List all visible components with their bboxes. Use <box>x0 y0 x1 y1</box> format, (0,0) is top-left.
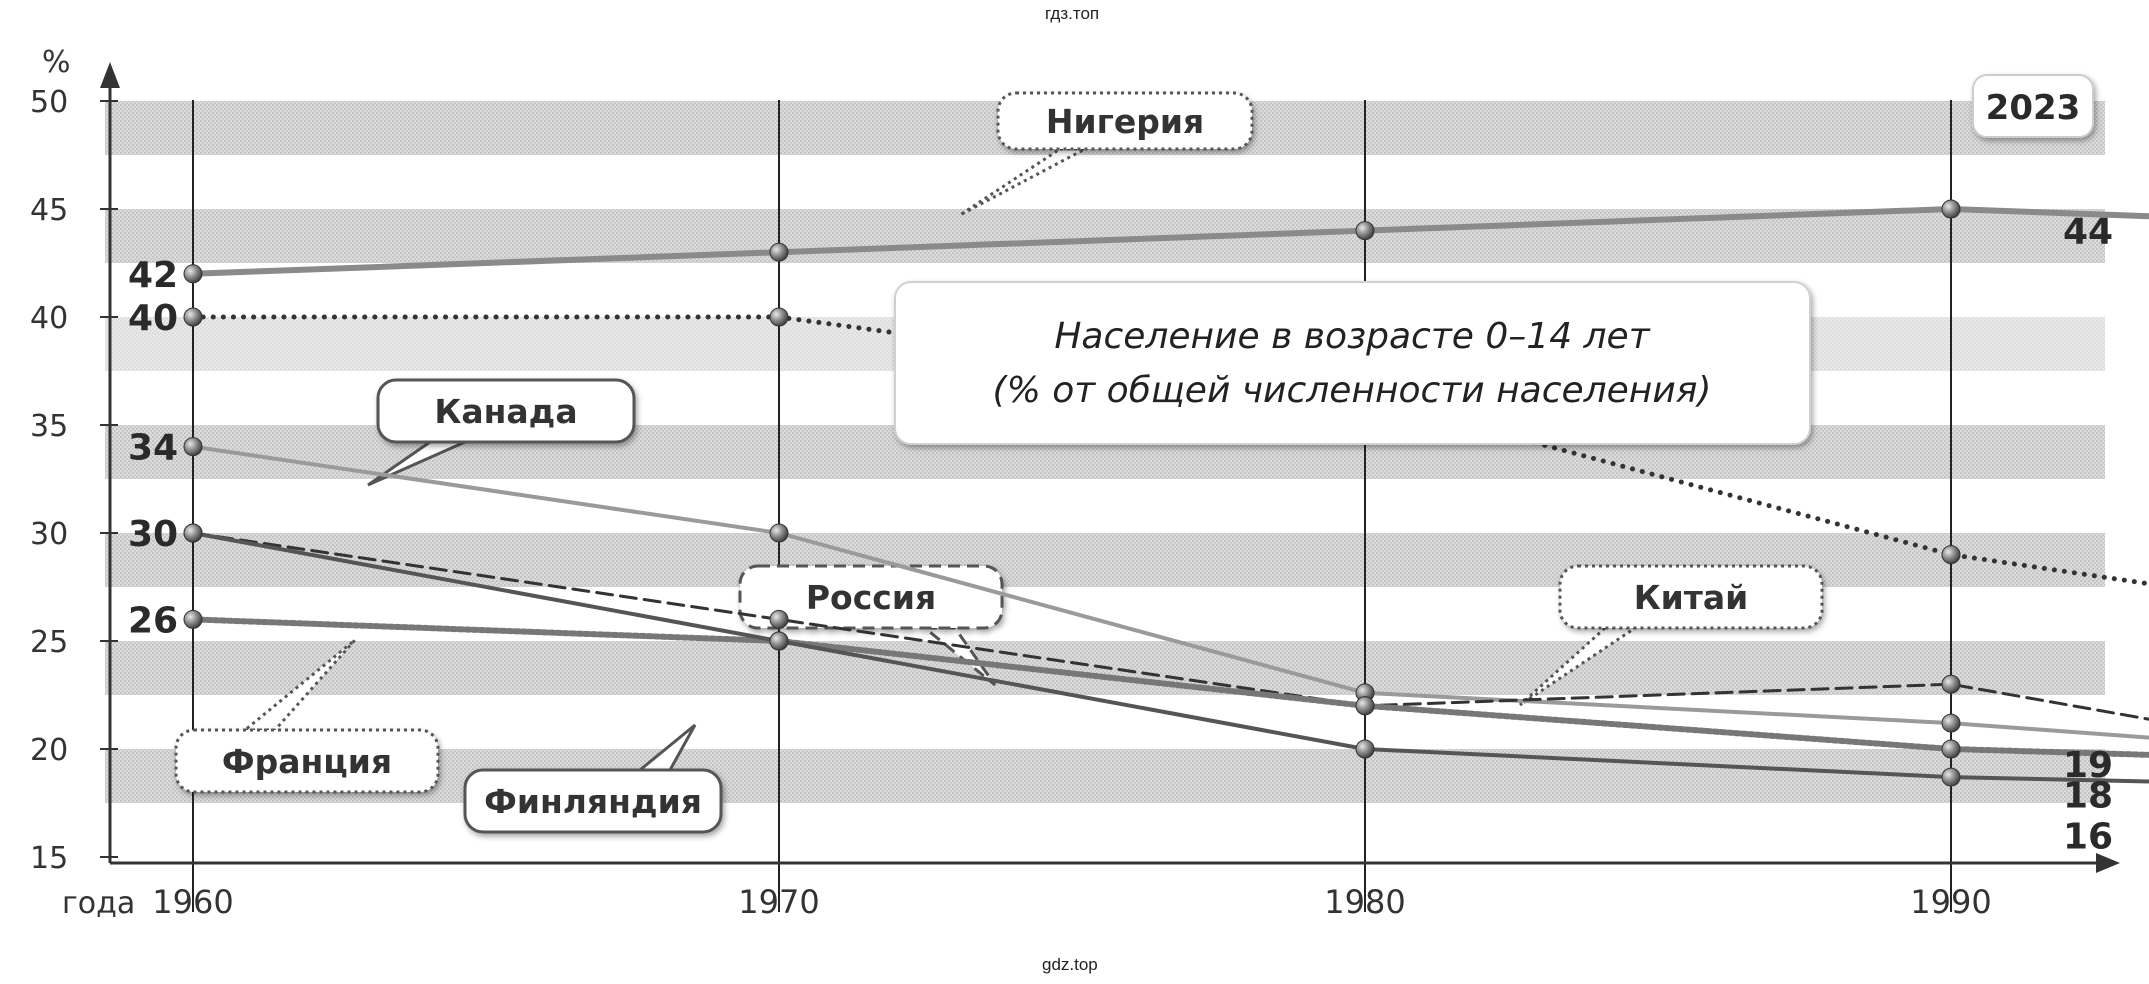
y-axis-unit: % <box>42 45 71 80</box>
point-0-1990 <box>1941 199 1961 219</box>
callout-box-2 <box>376 378 636 444</box>
series-line-5 <box>191 531 2149 784</box>
point-5-1980 <box>1355 739 1375 759</box>
watermark-top: гдз.топ <box>1045 4 1100 23</box>
point-0-1960 <box>183 264 203 284</box>
callout-box-4 <box>174 728 440 794</box>
y-tick-label-25: 25 <box>30 625 68 660</box>
start-label-34: 34 <box>128 428 178 469</box>
background-bands <box>105 101 2105 803</box>
y-tick-label-20: 20 <box>30 733 68 768</box>
end-label-18: 18 <box>2063 775 2113 816</box>
point-5-1970 <box>769 631 789 651</box>
point-2-1970 <box>769 523 789 543</box>
start-label-42: 42 <box>128 255 178 296</box>
x-tick-label-1960: 1960 <box>152 883 233 921</box>
callout-tail-0 <box>959 147 1086 217</box>
point-4-1990 <box>1941 739 1961 759</box>
start-label-30: 30 <box>128 514 178 555</box>
series-name-5: Финляндия <box>484 782 702 821</box>
point-1-1970 <box>769 307 789 327</box>
y-tick-label-45: 45 <box>30 193 68 228</box>
point-5-1990 <box>1941 767 1961 787</box>
callout-4: Франция <box>174 638 440 794</box>
start-label-26: 26 <box>128 600 178 641</box>
y-tick-label-40: 40 <box>30 301 68 336</box>
year-badge-label: 2023 <box>1986 88 2081 128</box>
point-3-1970 <box>769 609 789 629</box>
x-tick-label-1980: 1980 <box>1324 883 1405 921</box>
point-0-1980 <box>1355 221 1375 241</box>
callout-box-1 <box>1558 564 1824 630</box>
end-label-19: 19 <box>2063 745 2113 786</box>
watermark-bottom: gdz.top <box>1042 955 1098 974</box>
start-label-40: 40 <box>128 298 178 339</box>
callout-5: Финляндия <box>463 723 723 834</box>
end-label-16: 16 <box>2063 816 2113 857</box>
callout-0: Нигерия <box>959 91 1254 217</box>
y-tick-label-35: 35 <box>30 409 68 444</box>
population-chart: 1520253035404550%года1960197019801990200… <box>30 45 2149 921</box>
point-4-1960 <box>183 609 203 629</box>
series-line-1 <box>190 314 2149 587</box>
y-tick-label-30: 30 <box>30 517 68 552</box>
y-tick-label-15: 15 <box>30 841 68 876</box>
x-axis-label: года <box>62 886 135 921</box>
chart-title-line2: (% от общей численности населения) <box>993 370 1712 411</box>
point-4-1980 <box>1355 696 1375 716</box>
axes: 1520253035404550%года1960197019801990200… <box>30 45 2120 921</box>
data-points <box>183 199 1961 787</box>
series-name-2: Канада <box>434 392 577 431</box>
callout-box-0 <box>996 91 1254 151</box>
end-label-44: 44 <box>2063 212 2113 253</box>
series-lines <box>190 206 2149 784</box>
callout-1: Китай <box>1518 564 1824 707</box>
series-name-3: Россия <box>806 578 936 617</box>
callout-box-3 <box>738 564 1004 630</box>
chart-title-box: Население в возрасте 0–14 лет (% от обще… <box>894 281 1811 445</box>
chart-title-line1: Население в возрасте 0–14 лет <box>1054 316 1650 357</box>
point-2-1960 <box>183 437 203 457</box>
point-1-1960 <box>183 307 203 327</box>
series-line-4 <box>190 616 2149 758</box>
point-3-1990 <box>1941 674 1961 694</box>
series-name-0: Нигерия <box>1046 102 1204 141</box>
point-1-1990 <box>1941 545 1961 565</box>
series-name-1: Китай <box>1634 578 1749 617</box>
point-5-1960 <box>183 523 203 543</box>
y-tick-label-50: 50 <box>30 85 68 120</box>
point-0-1970 <box>769 242 789 262</box>
x-tick-label-1970: 1970 <box>738 883 819 921</box>
series-line-0 <box>190 206 2149 277</box>
callout-box-5 <box>463 768 723 834</box>
x-tick-label-1990: 1990 <box>1910 883 1991 921</box>
y-axis-arrow <box>100 62 120 88</box>
year-badge: 2023 <box>1972 74 2094 138</box>
x-axis-arrow <box>2096 853 2120 873</box>
series-name-4: Франция <box>222 742 392 781</box>
series-line-2 <box>191 444 2149 740</box>
point-2-1990 <box>1941 713 1961 733</box>
